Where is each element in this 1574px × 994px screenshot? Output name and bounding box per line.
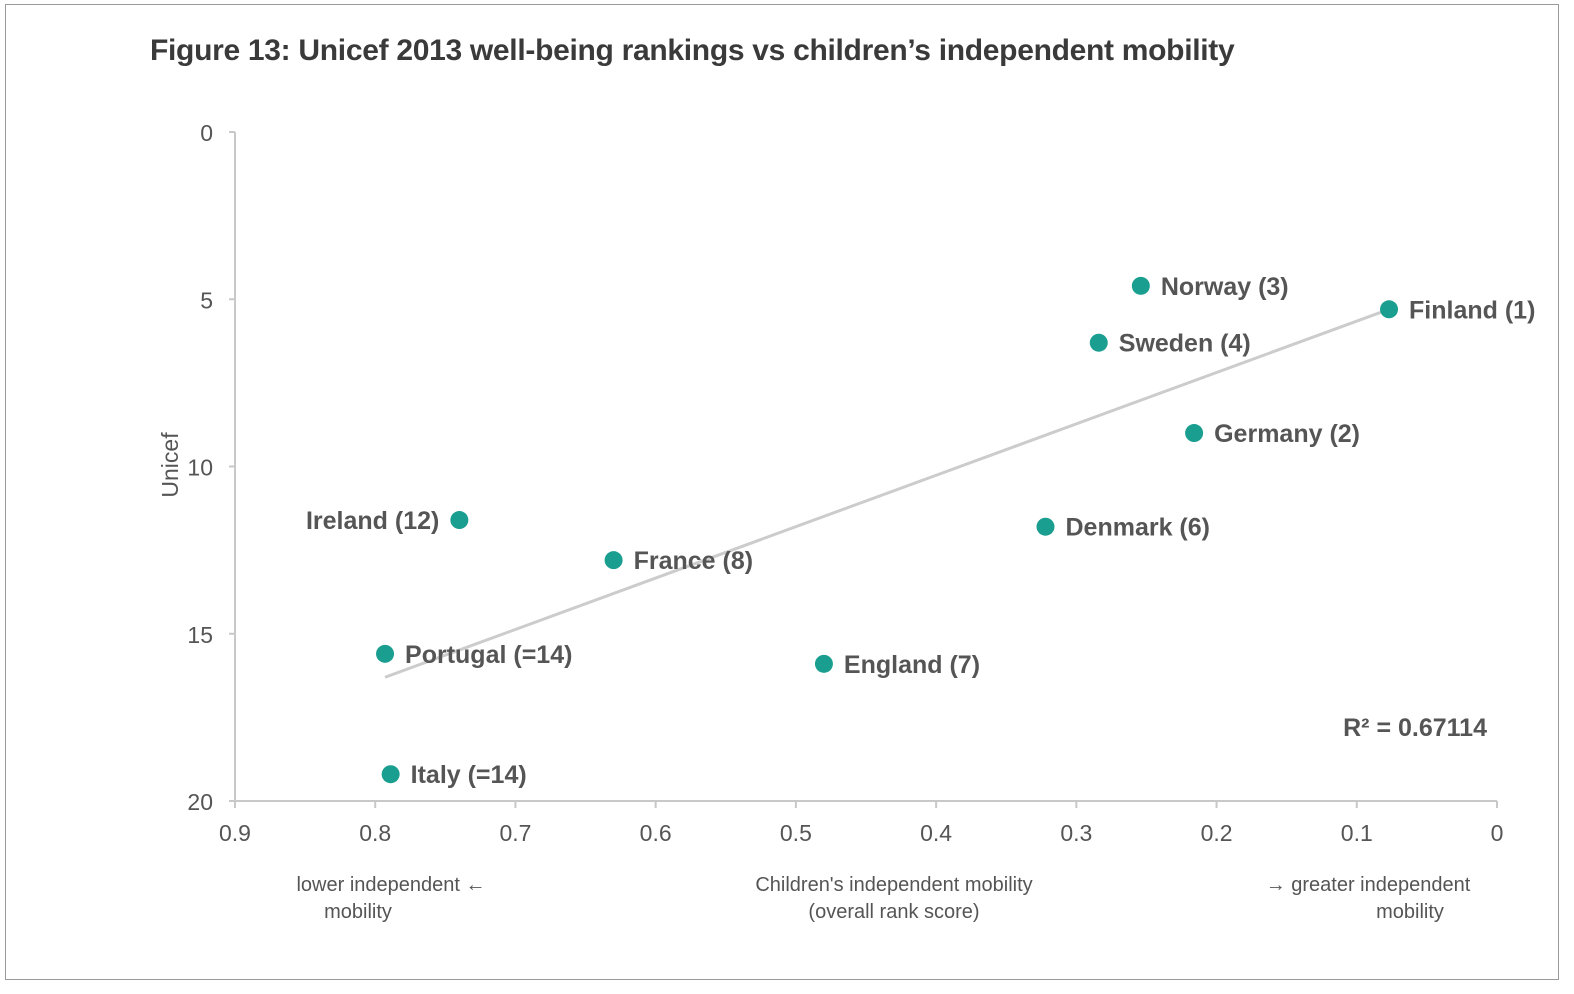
data-point-label: Italy (=14) — [411, 761, 527, 789]
data-point-label: England (7) — [844, 651, 980, 679]
x-tick-label: 0.8 — [359, 820, 391, 846]
data-point-label: Denmark (6) — [1065, 514, 1210, 542]
data-point-label: Sweden (4) — [1119, 330, 1251, 358]
x-tick-label: 0.5 — [780, 820, 812, 846]
data-point — [1185, 424, 1204, 443]
trendline — [384, 307, 1390, 679]
data-point — [450, 511, 469, 530]
x-axis-label: Children's independent mobility — [755, 874, 1032, 896]
y-tick-label: 15 — [187, 622, 213, 648]
x-tick-label: 0.3 — [1060, 820, 1092, 846]
y-tick-label: 5 — [200, 287, 213, 313]
data-point — [1089, 333, 1108, 352]
chart-frame — [5, 4, 1559, 980]
x-tick-label: 0.2 — [1201, 820, 1233, 846]
data-point-label: Finland (1) — [1409, 296, 1535, 324]
y-tick-label: 20 — [187, 789, 213, 815]
x-tick-label: 0.1 — [1341, 820, 1373, 846]
r-squared-label: R² = 0.67114 — [1343, 714, 1487, 742]
y-tick-label: 10 — [187, 455, 213, 481]
x-right-note: → greater independent — [1266, 874, 1471, 896]
data-point — [1036, 517, 1055, 536]
data-point — [604, 551, 623, 570]
y-axis-label: Unicef — [157, 432, 183, 498]
data-point — [376, 644, 395, 663]
data-point — [1380, 300, 1399, 319]
x-right-note: mobility — [1376, 901, 1444, 923]
x-tick-label: 0.4 — [920, 820, 952, 846]
x-left-note: mobility — [324, 901, 392, 923]
y-tick-label: 0 — [200, 120, 213, 146]
x-tick-label: 0.7 — [499, 820, 531, 846]
x-axis-label: (overall rank score) — [808, 901, 979, 923]
x-tick-label: 0.6 — [640, 820, 672, 846]
x-tick-label: 0 — [1491, 820, 1504, 846]
data-point — [1131, 276, 1150, 295]
data-point-label: Germany (2) — [1214, 420, 1360, 448]
x-left-note: lower independent ← — [296, 874, 485, 896]
data-point — [381, 765, 400, 784]
data-point-label: Norway (3) — [1161, 273, 1289, 301]
x-tick-label: 0.9 — [219, 820, 251, 846]
data-point — [814, 654, 833, 673]
data-point-label: France (8) — [634, 547, 753, 575]
data-point-label: Ireland (12) — [306, 507, 439, 535]
data-point-label: Portugal (=14) — [405, 641, 572, 669]
chart-title: Figure 13: Unicef 2013 well-being rankin… — [150, 34, 1235, 67]
